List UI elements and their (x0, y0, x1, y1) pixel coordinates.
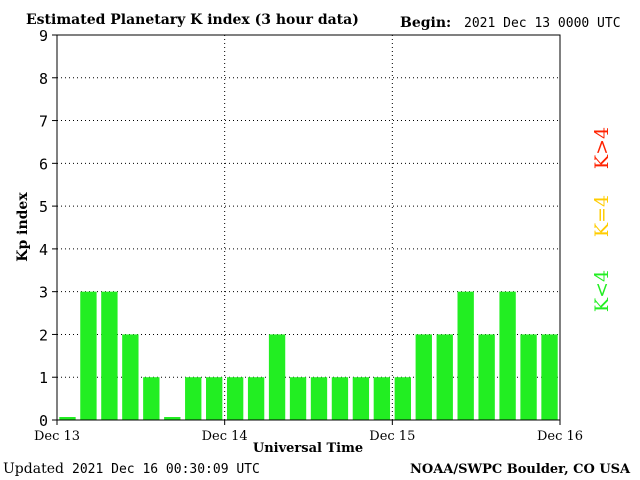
y-tick-label: 4 (39, 241, 48, 259)
kp-bar (436, 334, 453, 420)
legend-k-equals-4: K=4 (591, 195, 613, 237)
y-axis-label: Kp index (15, 192, 31, 262)
y-tick-label: 6 (39, 155, 48, 173)
kp-bar (415, 334, 432, 420)
kp-bar (373, 377, 391, 420)
kp-bar (394, 377, 411, 420)
y-tick-label: 5 (39, 198, 48, 216)
updated-value: 2021 Dec 16 00:30:09 UTC (72, 462, 260, 477)
y-axis: 0 1 2 3 4 5 6 7 8 9 (39, 27, 57, 430)
x-tick-label: Dec 16 (537, 429, 583, 444)
updated-label: Updated (3, 461, 64, 477)
y-tick-label: 2 (39, 326, 48, 344)
kp-bar (352, 377, 370, 420)
kp-bar (247, 377, 265, 420)
kp-bar (164, 417, 181, 420)
kp-bar (122, 334, 139, 420)
y-tick-label: 8 (39, 70, 48, 88)
y-tick-label: 3 (39, 284, 48, 302)
plot-area (56, 34, 561, 421)
data-source: NOAA/SWPC Boulder, CO USA (410, 462, 631, 477)
kp-bar (59, 417, 76, 420)
kp-bar (478, 334, 495, 420)
kp-bar (331, 377, 349, 420)
y-tick-label: 7 (39, 113, 48, 131)
legend-k-above-4: K>4 (591, 127, 613, 169)
begin-value: 2021 Dec 13 0000 UTC (464, 16, 621, 31)
x-tick-label: Dec 15 (369, 429, 415, 444)
kp-bar (289, 377, 307, 420)
x-tick-label: Dec 14 (202, 429, 248, 444)
y-tick-label: 9 (39, 27, 48, 45)
kp-bar (185, 377, 202, 420)
kp-bar (80, 291, 97, 420)
kp-bar (226, 377, 244, 420)
kp-bar (143, 377, 160, 420)
kp-bar (101, 291, 118, 420)
y-tick-label: 1 (39, 369, 48, 387)
x-tick-label: Dec 13 (34, 429, 80, 444)
kp-bar (310, 377, 328, 420)
y-tick-label: 0 (39, 412, 48, 430)
kp-bar (520, 334, 537, 420)
grid-lines (57, 35, 560, 420)
kp-bar (541, 334, 558, 420)
bar-series (59, 291, 558, 420)
kp-bar (268, 334, 286, 420)
legend-k-below-4: K<4 (591, 270, 613, 312)
kp-bar (206, 377, 223, 420)
x-axis-label: Universal Time (253, 441, 363, 456)
begin-label: Begin: (400, 15, 451, 31)
kp-bar (499, 291, 516, 420)
kp-bar (457, 291, 474, 420)
chart-title: Estimated Planetary K index (3 hour data… (26, 12, 359, 28)
x-axis: Dec 13 Dec 14 Dec 15 Dec 16 (34, 420, 583, 444)
